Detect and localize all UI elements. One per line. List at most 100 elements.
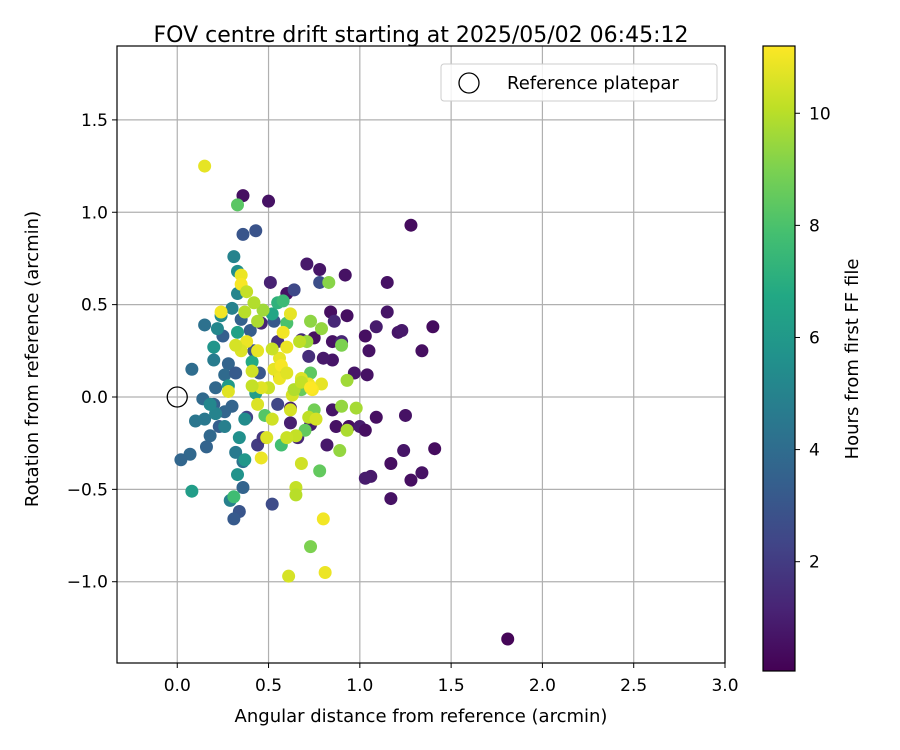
data-point: [335, 399, 349, 413]
data-point: [294, 456, 308, 470]
data-point: [251, 397, 265, 411]
data-point: [221, 357, 235, 371]
data-point: [384, 492, 398, 506]
data-point: [340, 423, 354, 437]
data-point: [207, 340, 221, 354]
data-point: [254, 451, 268, 465]
data-point: [282, 569, 296, 583]
data-point: [283, 307, 297, 321]
data-point: [214, 305, 228, 319]
data-point: [199, 440, 213, 454]
data-point: [501, 632, 515, 646]
grid-lines: [117, 46, 726, 663]
data-point: [358, 329, 372, 343]
data-point: [227, 490, 241, 504]
data-point: [358, 471, 372, 485]
data-point: [221, 384, 235, 398]
data-point: [210, 322, 224, 336]
data-point: [428, 442, 442, 456]
x-tick-label: 0.5: [255, 676, 282, 696]
data-point: [251, 344, 265, 358]
data-point: [218, 368, 232, 382]
data-point: [304, 314, 318, 328]
data-point: [276, 294, 290, 308]
data-point: [240, 285, 254, 299]
colorbar-label: Hours from first FF file: [842, 259, 863, 460]
x-tick-label: 3.0: [711, 676, 738, 696]
chart-title: FOV centre drift starting at 2025/05/02 …: [154, 23, 689, 48]
data-point: [318, 565, 332, 579]
colorbar-gradient: [762, 45, 796, 672]
y-tick-label: 0.5: [81, 296, 108, 316]
data-point: [245, 364, 259, 378]
data-point: [313, 275, 327, 289]
data-point: [229, 366, 243, 380]
data-point: [362, 344, 376, 358]
reference-marker-layer: [166, 386, 188, 408]
x-tick-label: 0.0: [164, 676, 191, 696]
data-point: [236, 227, 250, 241]
data-point: [289, 488, 303, 502]
data-point: [265, 412, 279, 426]
data-point: [322, 275, 336, 289]
data-point: [320, 438, 334, 452]
data-points: [174, 159, 515, 646]
data-point: [198, 318, 212, 332]
data-point: [369, 410, 383, 424]
data-point: [247, 296, 261, 310]
data-point: [243, 323, 257, 337]
data-point: [283, 416, 297, 430]
data-point: [313, 263, 327, 277]
data-point: [231, 198, 245, 212]
data-point: [380, 275, 394, 289]
reference-platepar-marker: [166, 386, 188, 408]
data-point: [384, 456, 398, 470]
colorbar-ticks: 2 4 6 8 10: [795, 104, 831, 573]
data-point: [229, 445, 243, 459]
y-tick-labels: −1.0 −0.5 0.0 0.5 1.0 1.5: [67, 111, 117, 593]
data-point: [185, 484, 199, 498]
colorbar-tick-label: 10: [809, 104, 831, 124]
data-point: [231, 325, 245, 339]
data-point: [329, 420, 343, 434]
data-point: [349, 401, 363, 415]
data-point: [316, 351, 330, 365]
data-point: [316, 512, 330, 526]
plot-frame: [116, 45, 726, 664]
data-point: [335, 338, 349, 352]
x-tick-label: 1.5: [438, 676, 465, 696]
colorbar-tick-label: 4: [809, 441, 820, 461]
data-point: [227, 250, 241, 264]
data-point: [185, 362, 199, 376]
colorbar-tick-label: 8: [809, 216, 820, 236]
colorbar-tick-label: 2: [809, 553, 820, 573]
data-point: [238, 453, 252, 467]
data-point: [398, 408, 412, 422]
data-point: [304, 381, 318, 395]
data-point: [280, 340, 294, 354]
data-point: [265, 342, 279, 356]
data-point: [280, 366, 294, 380]
legend: Reference platepar: [440, 63, 718, 102]
data-point: [287, 283, 301, 297]
data-point: [249, 224, 263, 238]
data-point: [265, 497, 279, 511]
data-point: [340, 373, 354, 387]
data-point: [415, 466, 429, 480]
colorbar: 2 4 6 8 10 Hours from first FF file: [762, 45, 863, 672]
data-point: [232, 431, 246, 445]
legend-reference-marker-icon: [458, 72, 480, 94]
data-point: [369, 320, 383, 334]
data-point: [218, 420, 232, 434]
data-point: [209, 381, 223, 395]
legend-box: [440, 63, 718, 102]
y-tick-label: −1.0: [67, 573, 108, 593]
data-point: [271, 397, 285, 411]
data-point: [395, 323, 409, 337]
data-point: [174, 453, 188, 467]
data-point: [309, 412, 323, 426]
legend-label: Reference platepar: [507, 73, 679, 94]
data-point: [198, 412, 212, 426]
data-point: [203, 429, 217, 443]
data-point: [302, 349, 316, 363]
